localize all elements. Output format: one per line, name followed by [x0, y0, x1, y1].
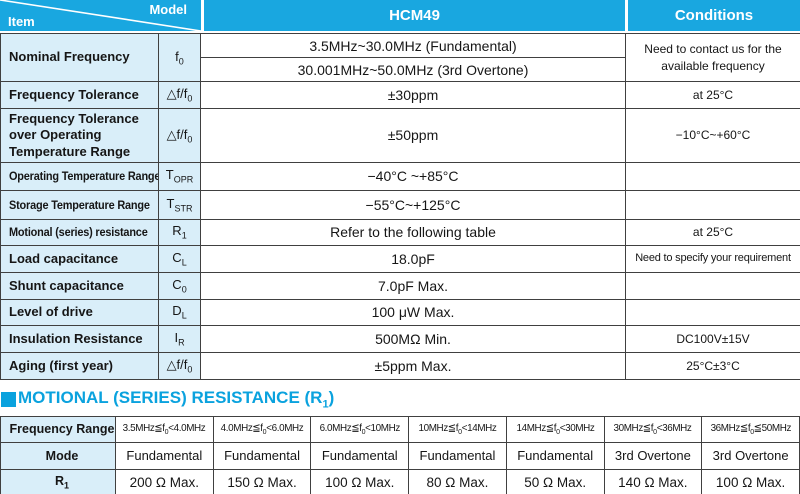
shunt-capacitance-symbol: C0: [158, 271, 201, 300]
aging-symbol: △f/f0: [158, 351, 201, 380]
table-row: Load capacitance CL 18.0pF Need to speci…: [0, 244, 800, 273]
frequency-tolerance-condition: at 25°C: [625, 81, 800, 109]
r1-value-cell: 150 Ω Max.: [212, 468, 312, 494]
shunt-capacitance-label: Shunt capacitance: [0, 271, 159, 300]
r1-value-cell: 100 Ω Max.: [701, 468, 800, 494]
level-of-drive-symbol: DL: [158, 298, 201, 326]
frequency-tolerance-over-temp-label: Frequency Tolerance over Operating Tempe…: [0, 108, 159, 163]
level-of-drive-condition: [625, 298, 800, 326]
table-row: Operating Temperature Range TOPR −40°C ~…: [0, 161, 800, 191]
nominal-frequency-fundamental-value: 3.5MHz~30.0MHz (Fundamental): [200, 33, 626, 58]
mode-cell: Fundamental: [505, 441, 605, 470]
spec-table: Nominal Frequency f0 3.5MHz~30.0MHz (Fun…: [0, 33, 800, 380]
operating-temperature-range-symbol: TOPR: [158, 161, 201, 191]
insulation-resistance-symbol: IR: [158, 324, 201, 353]
storage-temperature-range-label: Storage Temperature Range: [0, 189, 159, 220]
mode-cell: Fundamental: [310, 441, 410, 470]
motional-resistance-value: Refer to the following table: [200, 218, 626, 246]
motional-resistance-condition: at 25°C: [625, 218, 800, 246]
motional-resistance-symbol: R1: [158, 218, 201, 246]
table-row: Frequency Range 3.5MHz≦f0<4.0MHz 4.0MHz≦…: [0, 415, 800, 443]
conditions-header: Conditions: [628, 0, 800, 31]
frequency-range-cell: 6.0MHz≦f0<10MHz: [310, 415, 410, 443]
storage-temperature-range-condition: [625, 189, 800, 220]
model-header-label: Model: [149, 2, 187, 17]
storage-temperature-range-value: −55°C~+125°C: [200, 189, 626, 220]
mode-cell: 3rd Overtone: [701, 441, 800, 470]
frequency-range-row-label: Frequency Range: [0, 415, 116, 443]
table-row: R1 200 Ω Max. 150 Ω Max. 100 Ω Max. 80 Ω…: [0, 468, 800, 494]
frequency-range-cell: 36MHz≦f0≦50MHz: [701, 415, 800, 443]
operating-temperature-range-value: −40°C ~+85°C: [200, 161, 626, 191]
mode-cell: Fundamental: [115, 441, 214, 470]
motional-resistance-label: Motional (series) resistance: [0, 218, 159, 246]
product-header-hcm49: HCM49: [204, 0, 625, 31]
frequency-tolerance-over-temp-symbol: △f/f0: [158, 108, 201, 163]
frequency-tolerance-label: Frequency Tolerance: [0, 81, 159, 109]
aging-label: Aging (first year): [0, 351, 159, 380]
insulation-resistance-condition: DC100V±15V: [625, 324, 800, 353]
table-row: Frequency Tolerance △f/f0 ±30ppm at 25°C: [0, 81, 800, 109]
shunt-capacitance-condition: [625, 271, 800, 300]
insulation-resistance-label: Insulation Resistance: [0, 324, 159, 353]
level-of-drive-label: Level of drive: [0, 298, 159, 326]
nominal-frequency-condition: Need to contact us for the available fre…: [625, 33, 800, 82]
load-capacitance-condition: Need to specify your requirement: [625, 244, 800, 273]
section-marker-icon: [1, 391, 16, 407]
r1-value-cell: 140 Ω Max.: [603, 468, 703, 494]
frequency-range-cell: 4.0MHz≦f0<6.0MHz: [212, 415, 312, 443]
table-row: Mode Fundamental Fundamental Fundamental…: [0, 441, 800, 470]
r1-value-cell: 200 Ω Max.: [115, 468, 214, 494]
frequency-tolerance-over-temp-value: ±50ppm: [200, 108, 626, 163]
frequency-range-cell: 14MHz≦f0<30MHz: [505, 415, 605, 443]
r1-row-label: R1: [0, 468, 116, 494]
aging-value: ±5ppm Max.: [200, 351, 626, 380]
nominal-frequency-symbol: f0: [158, 33, 201, 82]
r1-value-cell: 50 Ω Max.: [505, 468, 605, 494]
load-capacitance-symbol: CL: [158, 244, 201, 273]
table-row: Storage Temperature Range TSTR −55°C~+12…: [0, 189, 800, 220]
r1-value-cell: 80 Ω Max.: [408, 468, 507, 494]
resistance-table: Frequency Range 3.5MHz≦f0<4.0MHz 4.0MHz≦…: [0, 415, 800, 494]
r1-value-cell: 100 Ω Max.: [310, 468, 410, 494]
load-capacitance-value: 18.0pF: [200, 244, 626, 273]
table-row: Frequency Tolerance over Operating Tempe…: [0, 108, 800, 163]
diagonal-divider-icon: [0, 0, 201, 31]
nominal-frequency-overtone-value: 30.001MHz~50.0MHz (3rd Overtone): [200, 57, 626, 82]
operating-temperature-range-label: Operating Temperature Range: [0, 161, 159, 191]
table-row: Aging (first year) △f/f0 ±5ppm Max. 25°C…: [0, 351, 800, 380]
insulation-resistance-value: 500MΩ Min.: [200, 324, 626, 353]
load-capacitance-label: Load capacitance: [0, 244, 159, 273]
frequency-tolerance-value: ±30ppm: [200, 81, 626, 109]
section-title-text: MOTIONAL (SERIES) RESISTANCE (R1): [18, 388, 335, 411]
item-model-corner-cell: Item Model: [0, 0, 201, 31]
table-row: Shunt capacitance C0 7.0pF Max.: [0, 271, 800, 300]
mode-cell: 3rd Overtone: [603, 441, 703, 470]
table-row: Nominal Frequency f0 3.5MHz~30.0MHz (Fun…: [0, 33, 800, 82]
level-of-drive-value: 100 μW Max.: [200, 298, 626, 326]
table-row: 30.001MHz~50.0MHz (3rd Overtone): [1, 57, 800, 82]
table-row: Motional (series) resistance R1 Refer to…: [0, 218, 800, 246]
aging-condition: 25°C±3°C: [625, 351, 800, 380]
operating-temperature-range-condition: [625, 161, 800, 191]
storage-temperature-range-symbol: TSTR: [158, 189, 201, 220]
table-row: Insulation Resistance IR 500MΩ Min. DC10…: [0, 324, 800, 353]
frequency-range-cell: 30MHz≦f0<36MHz: [603, 415, 703, 443]
frequency-range-cell: 10MHz≦f0<14MHz: [408, 415, 507, 443]
frequency-tolerance-symbol: △f/f0: [158, 81, 201, 109]
mode-cell: Fundamental: [212, 441, 312, 470]
shunt-capacitance-value: 7.0pF Max.: [200, 271, 626, 300]
mode-row-label: Mode: [0, 441, 116, 470]
mode-cell: Fundamental: [408, 441, 507, 470]
section-title-motional-resistance: MOTIONAL (SERIES) RESISTANCE (R1): [1, 388, 800, 411]
item-header-label: Item: [8, 14, 35, 29]
frequency-range-cell: 3.5MHz≦f0<4.0MHz: [115, 415, 214, 443]
spec-table-header: Item Model HCM49 Conditions: [0, 0, 800, 31]
nominal-frequency-label: Nominal Frequency: [0, 33, 159, 82]
frequency-tolerance-over-temp-condition: −10°C~+60°C: [625, 108, 800, 163]
table-row: Level of drive DL 100 μW Max.: [0, 298, 800, 326]
